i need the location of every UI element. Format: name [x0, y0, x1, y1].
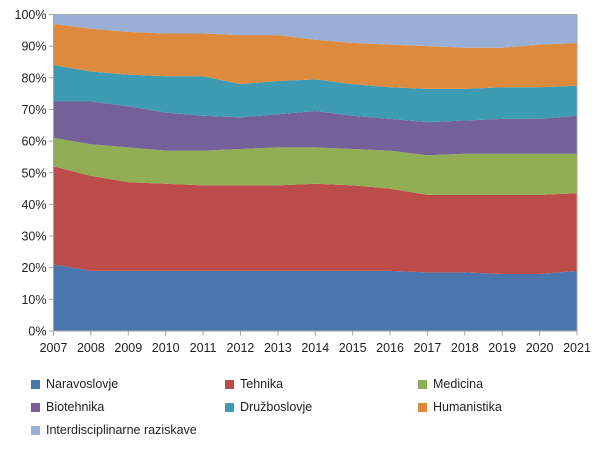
area-series-tehnika — [53, 166, 577, 274]
legend-label: Humanistika — [433, 400, 502, 414]
legend-swatch-icon — [418, 402, 427, 412]
legend-item-tehnika: Tehnika — [225, 377, 418, 391]
legend-swatch-icon — [418, 379, 427, 389]
legend-label: Naravoslovje — [46, 377, 119, 391]
y-axis-label: 40% — [21, 198, 46, 212]
legend-swatch-icon — [31, 402, 40, 412]
legend-label: Tehnika — [240, 377, 284, 391]
x-axis-label: 2015 — [339, 341, 367, 355]
area-series-interdisciplinarne-raziskave — [53, 14, 577, 48]
x-axis-label: 2017 — [414, 341, 442, 355]
plot-area: 0% 10% 20% 30% 40% 50% 60% 70% 80% 90% 100% 2007 200… — [15, 8, 591, 355]
legend-item-druzboslovje: Družboslovje — [225, 400, 418, 414]
x-axis-label: 2009 — [114, 341, 142, 355]
legend-swatch-icon — [31, 425, 40, 435]
x-axis-label: 2011 — [190, 341, 217, 355]
x-axis-label: 2021 — [563, 341, 591, 355]
x-axis-label: 2013 — [264, 341, 292, 355]
x-axis-label: 2018 — [451, 341, 479, 355]
y-axis-label: 50% — [21, 166, 46, 180]
y-axis-label: 70% — [21, 103, 46, 117]
x-axis-label: 2012 — [227, 341, 255, 355]
legend-item-biotehnika: Biotehnika — [31, 400, 225, 414]
legend-swatch-icon — [225, 402, 234, 412]
legend-item-medicina: Medicina — [418, 377, 591, 391]
legend-swatch-icon — [31, 379, 40, 389]
y-axis-label: 100% — [15, 8, 47, 22]
chart-legend: Naravoslovje Tehnika Medicina Biotehnika… — [31, 377, 591, 437]
legend-item-interdisciplinarne-raziskave: Interdisciplinarne raziskave — [31, 423, 225, 437]
legend-label: Interdisciplinarne raziskave — [46, 423, 197, 437]
area-series-biotehnika — [53, 101, 577, 156]
y-axis-label: 0% — [28, 325, 46, 339]
x-axis-label: 2019 — [488, 341, 516, 355]
legend-swatch-icon — [225, 379, 234, 389]
legend-label: Družboslovje — [240, 400, 313, 414]
y-axis-label: 30% — [21, 230, 46, 244]
x-axis-label: 2016 — [376, 341, 404, 355]
legend-item-humanistika: Humanistika — [418, 400, 591, 414]
x-axis-label: 2008 — [77, 341, 105, 355]
legend-label: Medicina — [433, 377, 484, 391]
legend-item-naravoslovje: Naravoslovje — [31, 377, 225, 391]
area-series-humanistika — [53, 24, 577, 89]
x-axis-label: 2007 — [40, 341, 68, 355]
y-axis-label: 90% — [21, 40, 46, 54]
y-axis-label: 60% — [21, 135, 46, 149]
x-axis-label: 2014 — [301, 341, 329, 355]
legend-label: Biotehnika — [46, 400, 105, 414]
y-axis-label: 80% — [21, 71, 46, 85]
y-axis-label: 10% — [21, 293, 46, 307]
x-axis-label: 2020 — [526, 341, 554, 355]
area-series-medicina — [53, 137, 577, 195]
area-series-dru-boslovje — [53, 65, 577, 123]
area-series-naravoslovje — [53, 264, 577, 331]
y-axis-label: 20% — [21, 261, 46, 275]
x-axis-label: 2010 — [152, 341, 180, 355]
